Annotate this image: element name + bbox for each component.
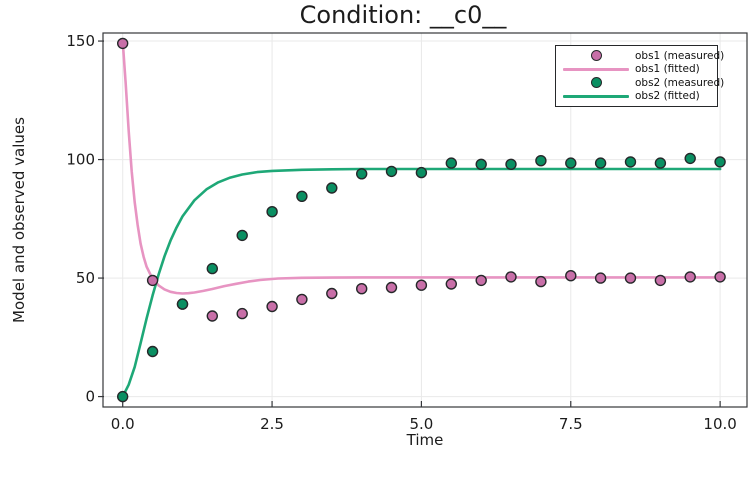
obs1-measured-point (236, 307, 248, 320)
obs1-measured-point (475, 274, 487, 287)
legend-entry-label: obs2 (fitted) (635, 90, 700, 103)
obs2-measured-point (445, 157, 457, 169)
obs2-measured-point (296, 190, 308, 203)
legend-entry: obs2 (measured) (560, 76, 724, 90)
obs2-measured-point (206, 262, 219, 275)
obs2-measured-point (565, 157, 577, 169)
x-tick-label: 5.0 (409, 415, 433, 433)
y-tick-label: 150 (66, 32, 95, 50)
obs2-measured-point (594, 157, 607, 169)
obs1-measured-point (535, 275, 547, 288)
obs2-measured-point (415, 166, 428, 179)
y-tick-label: 100 (66, 151, 95, 169)
y-axis-label: Model and observed values (10, 117, 28, 323)
obs1-measured-point (654, 274, 667, 287)
obs1-measured-point (266, 300, 278, 313)
obs1-measured-point (415, 279, 428, 291)
obs2-measured-point (266, 205, 278, 218)
obs1-fitted-line (121, 39, 722, 295)
obs2-measured-point (356, 168, 368, 180)
x-axis-label: Time (406, 431, 444, 449)
obs2-measured-marker-icon (590, 77, 602, 89)
legend-swatch-column (560, 94, 632, 98)
plot-layers: 0.0 2.5 5.0 7.5 10.0 0 50 100 150 (66, 32, 748, 433)
x-tick-label: 0.0 (111, 415, 135, 433)
obs2-measured-point (116, 390, 129, 403)
legend-entry-label: obs1 (measured) (635, 49, 725, 62)
obs1-measured-point (116, 37, 129, 50)
legend-swatch-column (560, 50, 632, 62)
y-tick-label: 50 (76, 269, 95, 287)
obs2-measured-point (236, 229, 248, 242)
obs2-measured-point (654, 157, 667, 169)
obs2-measured-point (684, 152, 696, 165)
legend: obs1 (measured) obs1 (fitted) obs2 (measur… (555, 45, 724, 107)
obs1-measured-point (445, 278, 457, 290)
obs1-measured-point (206, 310, 219, 322)
obs1-measured-point (385, 281, 398, 294)
obs1-measured-point (505, 271, 517, 283)
obs2-fitted-line-icon (563, 94, 629, 98)
obs2-measured-point (475, 158, 487, 171)
obs1-measured-point (594, 272, 607, 284)
obs2-measured-point (326, 182, 338, 194)
obs1-measured-point (326, 287, 338, 300)
obs2-fitted-line (121, 167, 722, 398)
obs1-measured-point (146, 274, 159, 287)
obs1-measured-point (296, 293, 308, 306)
plot-frame (102, 32, 748, 408)
legend-entry: obs2 (fitted) (560, 90, 715, 104)
obs1-measured-marker-icon (590, 50, 602, 62)
obs2-measured-point (714, 156, 726, 168)
obs2-measured-point (624, 156, 637, 168)
legend-entry: obs1 (fitted) (560, 63, 715, 77)
obs1-measured-point (565, 270, 577, 282)
legend-swatch-column (560, 67, 632, 71)
legend-entry-label: obs2 (measured) (635, 76, 725, 89)
legend-entry: obs1 (measured) (560, 49, 724, 63)
legend-swatch-column (560, 77, 632, 89)
obs1-measured-point (684, 271, 696, 283)
obs2-measured-point (176, 298, 189, 310)
x-tick-label: 7.5 (559, 415, 583, 433)
legend-entry-label: obs1 (fitted) (635, 63, 700, 76)
chart-title: Condition: __c0__ (300, 1, 508, 29)
obs1-fitted-line-icon (563, 67, 629, 71)
obs2-measured-point (146, 345, 159, 358)
x-tick-label: 10.0 (703, 415, 736, 433)
obs2-measured-point (535, 154, 547, 167)
x-tick-label: 2.5 (260, 415, 284, 433)
obs1-measured-point (714, 271, 726, 283)
y-tick-label: 0 (85, 388, 95, 406)
obs1-measured-point (624, 272, 637, 284)
obs1-measured-point (356, 283, 368, 295)
obs2-measured-point (505, 158, 517, 171)
obs2-measured-point (385, 165, 398, 178)
